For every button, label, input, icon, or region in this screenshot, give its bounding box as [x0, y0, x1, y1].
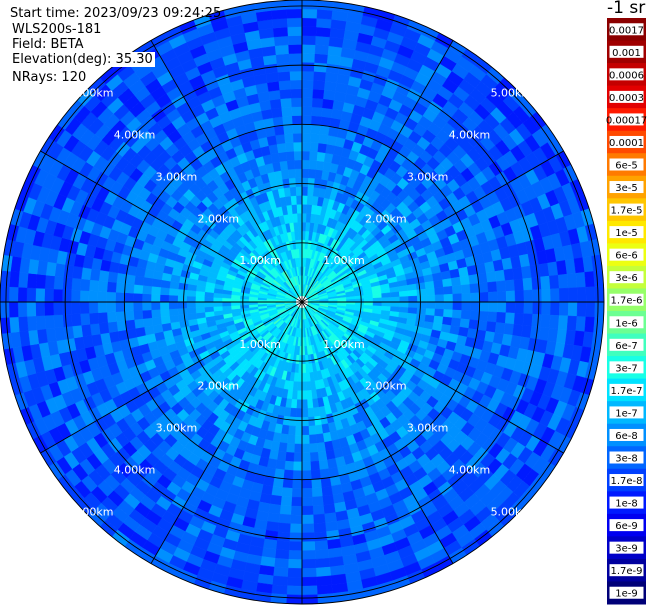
colorbar-tick-label: 0.0017 [609, 25, 644, 36]
elevation-label: Elevation(deg): 35.30 [10, 52, 155, 67]
colorbar-tick-label: 1.7e-9 [610, 566, 642, 577]
colorbar-tick-label: 0.00017 [606, 115, 647, 126]
field-label: Field: BETA [12, 37, 84, 52]
colorbar-tick-label: 3e-9 [615, 544, 638, 555]
colorbar-tick-label: 1e-7 [615, 408, 638, 419]
colorbar-tick-label: 3e-5 [615, 183, 638, 194]
colorbar-tick-label: 6e-7 [615, 341, 638, 352]
colorbar-tick-label: 0.0006 [609, 70, 644, 81]
nrays-label: NRays: 120 [10, 70, 89, 85]
colorbar-tick-label: 1.7e-5 [610, 206, 642, 217]
colorbar-tick-label: 6e-5 [615, 161, 638, 172]
ppi-data-cells [0, 0, 605, 605]
colorbar-tick-label: 3e-7 [615, 363, 638, 374]
instrument-label: WLS200s-181 [12, 22, 102, 37]
colorbar-tick-label: 0.001 [612, 48, 641, 59]
colorbar-tick-label: 1e-5 [615, 228, 638, 239]
colorbar-tick-label: 6e-6 [615, 251, 638, 262]
start-time-label: Start time: 2023/09/23 09:24:25 [10, 6, 222, 21]
colorbar-tick-label: 1.7e-8 [610, 476, 642, 487]
colorbar-tick-label: 1e-6 [615, 318, 638, 329]
colorbar-tick-label: 3e-8 [615, 454, 638, 465]
colorbar-tick-label: 1e-8 [615, 499, 638, 510]
colorbar-tick-label: 1.7e-7 [610, 386, 642, 397]
colorbar-tick-label: 0.0003 [609, 93, 644, 104]
colorbar-tick-label: 6e-9 [615, 521, 638, 532]
colorbar-unit-label: -1 sr [607, 0, 646, 18]
colorbar-tick-label: 0.0001 [609, 138, 644, 149]
colorbar-tick-label: 3e-6 [615, 273, 638, 284]
colorbar-tick-label: 1.7e-6 [610, 296, 642, 307]
colorbar-tick-label: 6e-8 [615, 431, 638, 442]
colorbar-tick-label: 1e-9 [615, 589, 638, 600]
